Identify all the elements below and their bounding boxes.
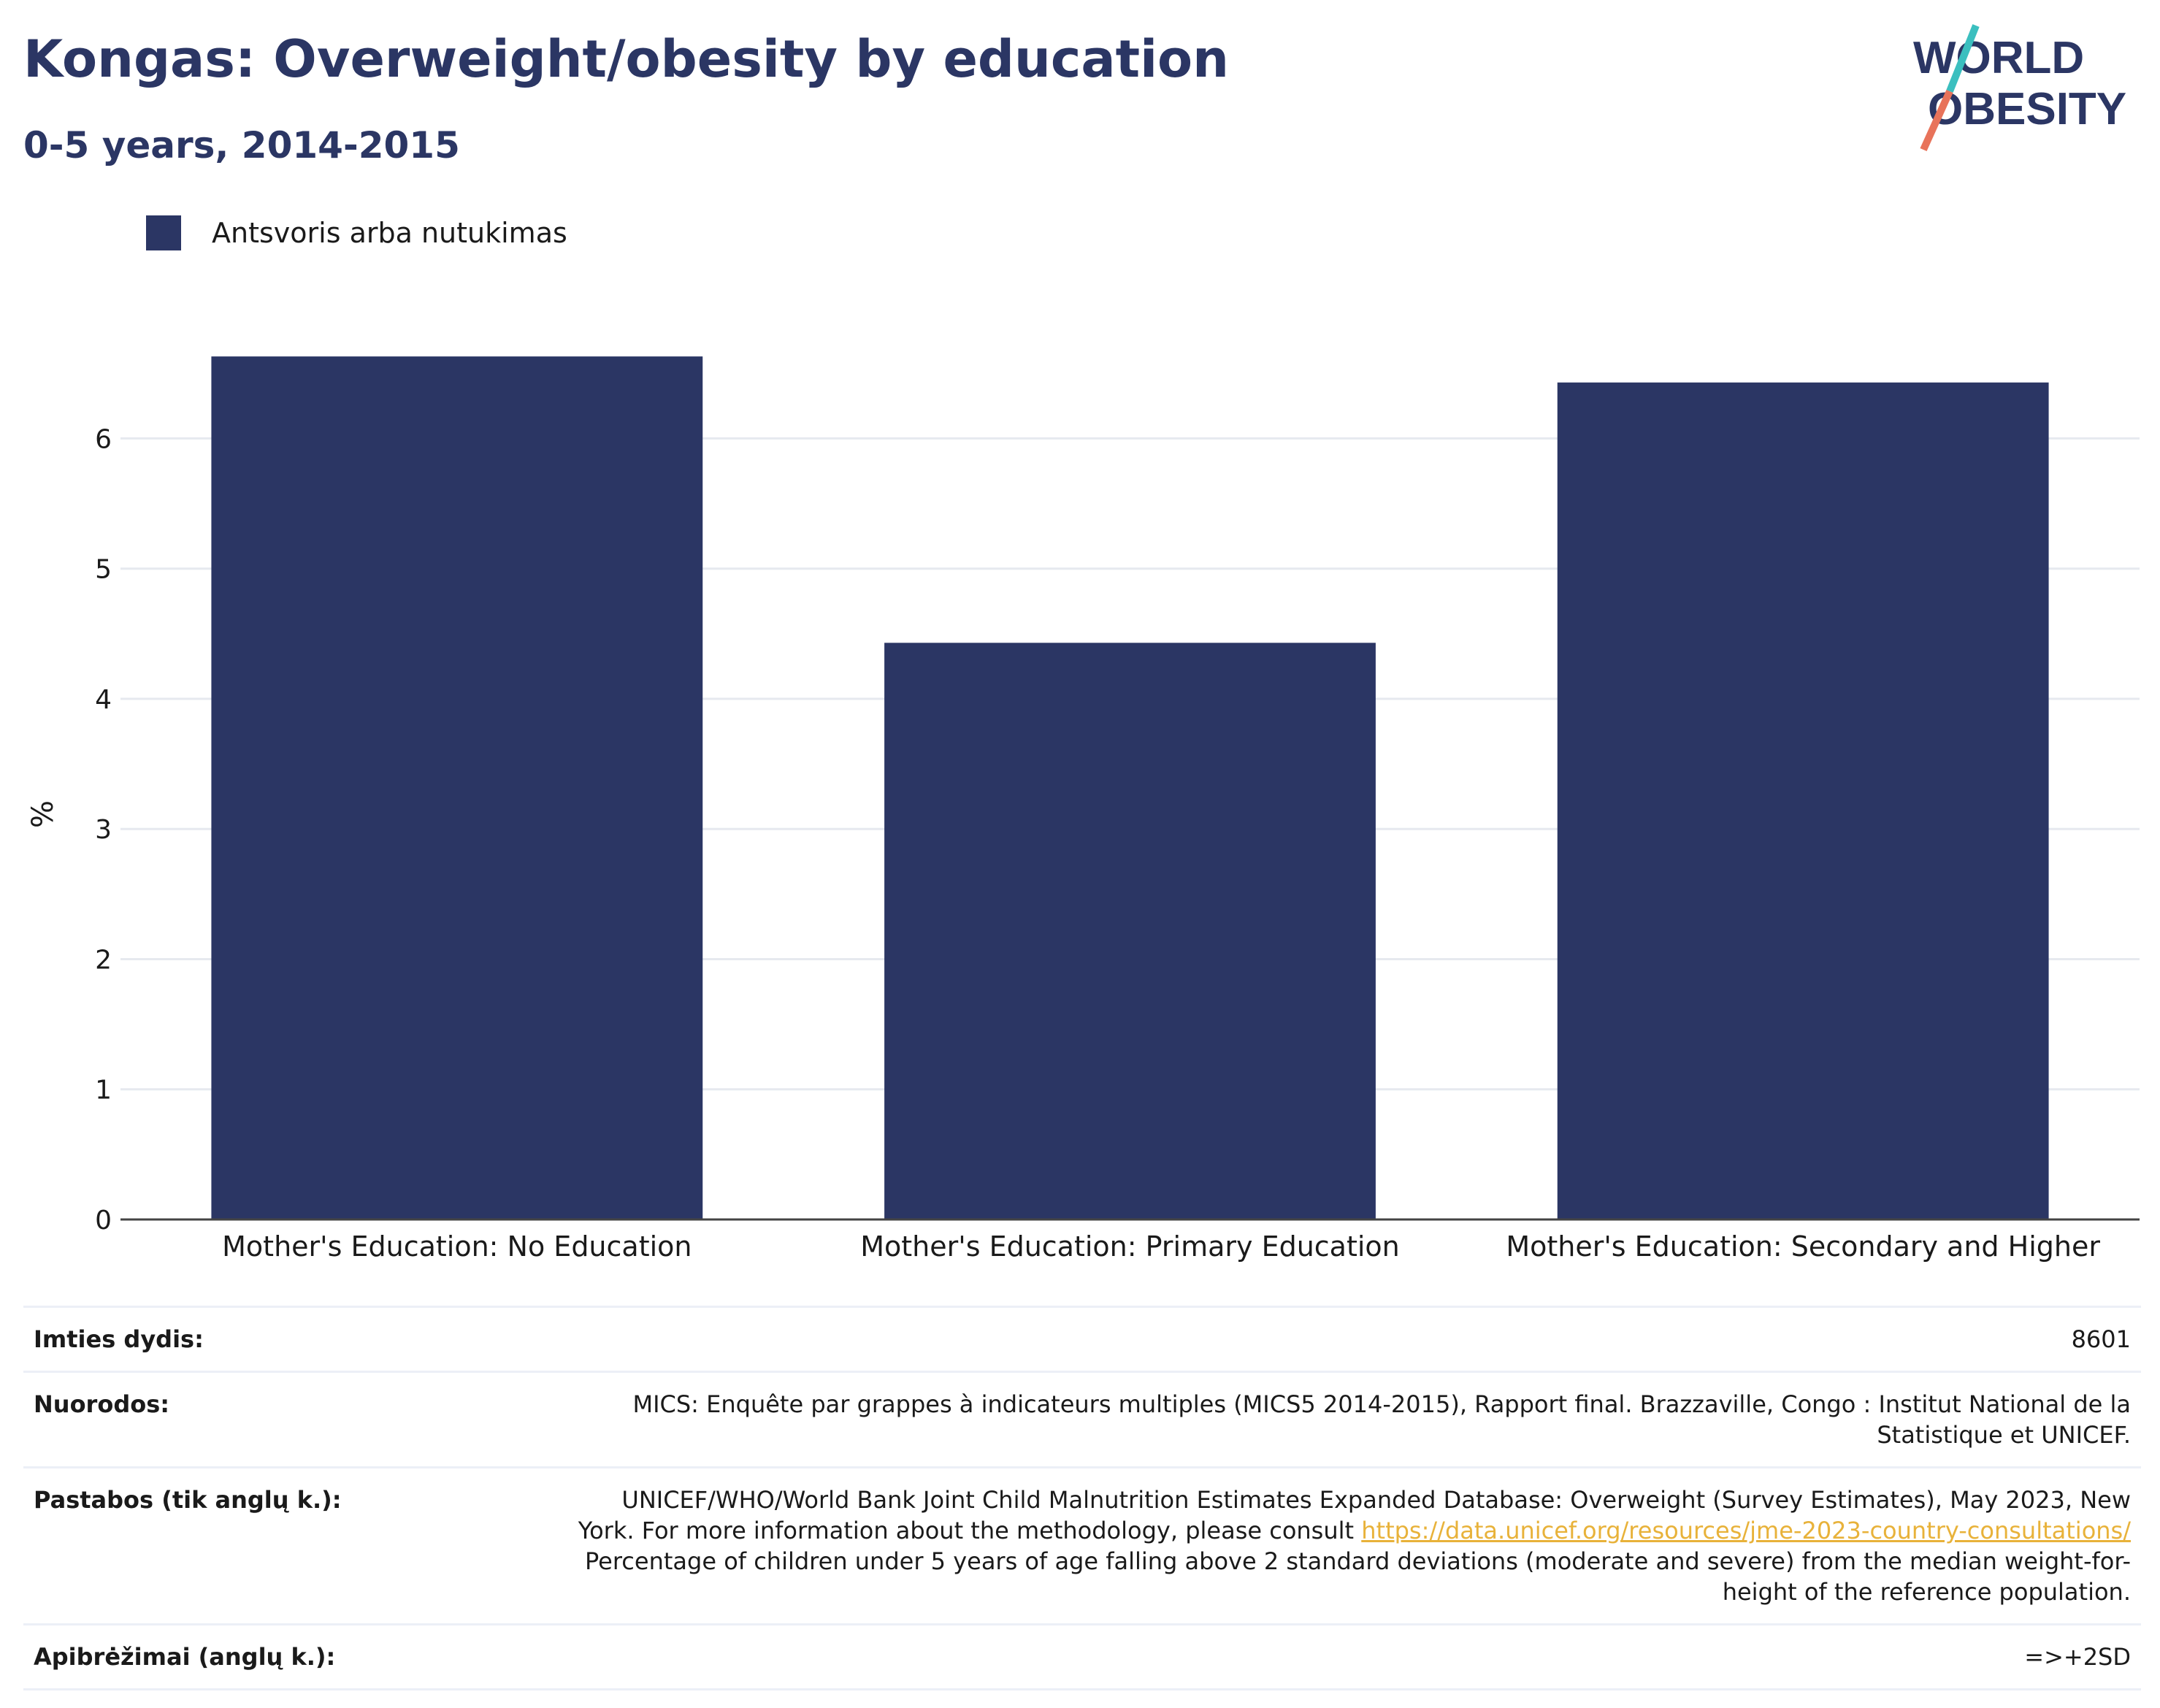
meta-row-definitions: Apibrėžimai (anglų k.): =>+2SD xyxy=(23,1624,2141,1690)
x-tick-label: Mother's Education: No Education xyxy=(222,1230,692,1263)
y-axis-label: % xyxy=(26,800,60,828)
world-obesity-logo: WORLD OBESITY xyxy=(1913,24,2126,152)
notes-text-2: Percentage of children under 5 years of … xyxy=(585,1547,2131,1606)
chart-subtitle: 0-5 years, 2014-2015 xyxy=(23,124,460,166)
y-tick-label: 3 xyxy=(95,815,112,845)
bar xyxy=(884,643,1376,1219)
logo-slash-bottom xyxy=(1920,89,1953,152)
bar xyxy=(211,356,703,1220)
y-tick-label: 4 xyxy=(95,685,112,715)
meta-row-notes: Pastabos (tik anglų k.): UNICEF/WHO/Worl… xyxy=(23,1467,2141,1625)
legend[interactable]: Antsvoris arba nutukimas xyxy=(146,215,567,250)
references-label: Nuorodos: xyxy=(34,1390,170,1418)
meta-row-sample-size: Imties dydis: 8601 xyxy=(23,1306,2141,1372)
sample-size-label: Imties dydis: xyxy=(34,1325,204,1353)
legend-swatch xyxy=(146,215,181,250)
methodology-link[interactable]: https://data.unicef.org/resources/jme-20… xyxy=(1361,1517,2131,1544)
y-tick-label: 5 xyxy=(95,555,112,585)
metadata-table: Imties dydis: 8601 Nuorodos: MICS: Enquê… xyxy=(23,1306,2141,1690)
definitions-value: =>+2SD xyxy=(2024,1643,2131,1671)
y-tick-label: 2 xyxy=(95,945,112,975)
logo-text-world: WORLD xyxy=(1913,33,2084,83)
sample-size-value: 8601 xyxy=(2071,1325,2131,1353)
meta-row-references: Nuorodos: MICS: Enquête par grappes à in… xyxy=(23,1371,2141,1468)
notes-label: Pastabos (tik anglų k.): xyxy=(34,1486,342,1514)
x-tick-label: Mother's Education: Primary Education xyxy=(860,1230,1400,1263)
y-tick-label: 0 xyxy=(95,1206,112,1236)
chart-title: Kongas: Overweight/obesity by education xyxy=(23,29,1229,89)
bar-chart: 0 1 2 3 4 5 6% Mother's Education: No Education… xyxy=(26,356,2140,1263)
logo-slash-top xyxy=(1946,24,1980,93)
x-tick-label: Mother's Education: Secondary and Higher xyxy=(1506,1230,2100,1263)
definitions-label: Apibrėžimai (anglų k.): xyxy=(34,1643,336,1671)
y-tick-label: 6 xyxy=(95,424,112,454)
bar xyxy=(1557,382,2049,1219)
notes-text-1: UNICEF/WHO/World Bank Joint Child Malnut… xyxy=(578,1486,2131,1544)
y-tick-label: 1 xyxy=(95,1076,112,1106)
notes-value: UNICEF/WHO/World Bank Joint Child Malnut… xyxy=(555,1468,2141,1625)
legend-label: Antsvoris arba nutukimas xyxy=(212,217,567,249)
logo-text-obesity: OBESITY xyxy=(1928,84,2126,134)
references-value: MICS: Enquête par grappes à indicateurs … xyxy=(632,1390,2131,1449)
